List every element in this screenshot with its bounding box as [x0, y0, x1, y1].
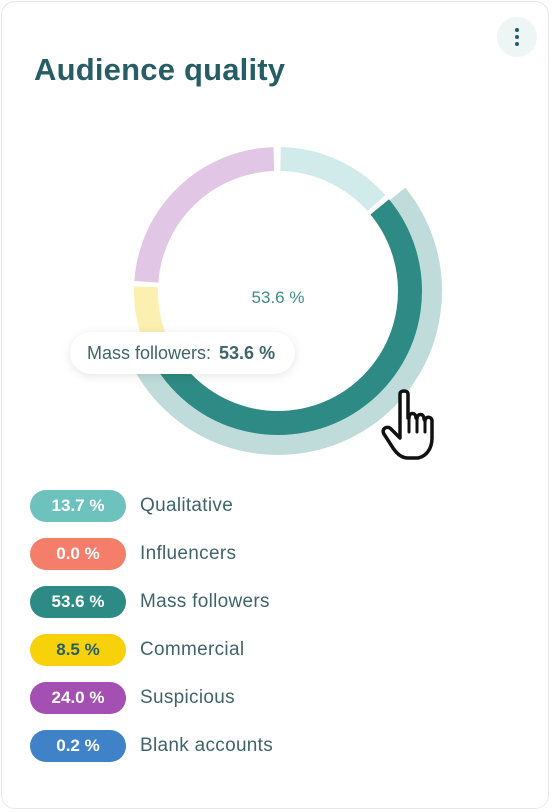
more-vertical-icon	[515, 28, 519, 32]
donut-slice-mass-followers[interactable]	[151, 199, 422, 435]
legend-item[interactable]: 13.7 % Qualitative	[30, 482, 273, 530]
chart-legend: 13.7 % Qualitative 0.0 % Influencers 53.6 % M…	[30, 482, 273, 770]
legend-item[interactable]: 8.5 % Commercial	[30, 626, 273, 674]
legend-value-badge: 0.0 %	[30, 538, 126, 570]
more-vertical-icon	[515, 42, 519, 46]
legend-label: Suspicious	[140, 687, 235, 708]
legend-value-badge: 13.7 %	[30, 490, 126, 522]
donut-center-label: 53.6 %	[251, 288, 305, 307]
legend-value-badge: 53.6 %	[30, 586, 126, 618]
card-title: Audience quality	[34, 52, 286, 87]
legend-value-badge: 24.0 %	[30, 682, 126, 714]
legend-item[interactable]: 0.0 % Influencers	[30, 530, 273, 578]
tooltip-value: 53.6 %	[219, 342, 276, 363]
hand-pointer-icon	[381, 389, 434, 460]
donut-slice-suspicious[interactable]	[134, 147, 275, 283]
tooltip-label: Mass followers:	[87, 342, 212, 363]
legend-item[interactable]: 24.0 % Suspicious	[30, 674, 273, 722]
legend-item[interactable]: 53.6 % Mass followers	[30, 578, 273, 626]
chart-tooltip: Mass followers: 53.6 %	[70, 332, 296, 374]
legend-label: Influencers	[140, 543, 237, 564]
legend-value-badge: 8.5 %	[30, 634, 126, 666]
legend-label: Qualitative	[140, 495, 234, 516]
legend-item[interactable]: 0.2 % Blank accounts	[30, 722, 273, 770]
donut-slice-qualitative[interactable]	[279, 147, 386, 212]
legend-label: Blank accounts	[140, 735, 274, 756]
more-options-button[interactable]	[497, 17, 537, 57]
legend-value-badge: 0.2 %	[30, 730, 126, 762]
legend-label: Mass followers	[140, 591, 270, 612]
legend-label: Commercial	[140, 639, 245, 660]
more-vertical-icon	[515, 35, 519, 39]
